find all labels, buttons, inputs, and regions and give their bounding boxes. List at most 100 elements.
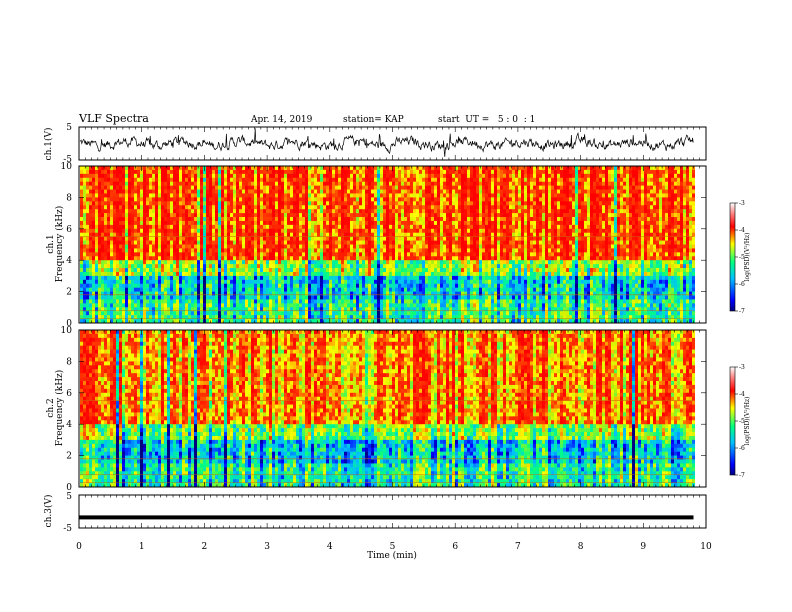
spectrogram-cell [344,201,347,206]
spectrogram-cell [275,307,278,312]
spectrogram-cell [188,177,191,182]
spectrogram-cell [413,244,416,249]
spectrogram-cell [230,271,233,277]
spectrogram-cell [347,299,350,304]
spectrogram-cell [404,240,407,245]
spectrogram-cell [128,248,131,253]
spectrogram-cell [347,173,350,179]
spectrogram-cell [161,295,164,300]
spectrogram-cell [395,311,398,316]
spectrogram-cell [329,240,332,245]
spectrogram-cell [416,275,419,281]
spectrogram-cell [158,201,161,206]
spectrogram-cell [242,315,245,320]
spectrogram-cell [380,248,383,253]
spectrogram-cell [203,311,206,316]
spectrogram-cell [401,177,404,182]
spectrogram-cell [242,256,245,261]
spectrogram-cell [425,303,428,308]
spectrogram-cell [254,299,257,304]
spectrogram-cell [164,240,167,245]
spectrogram-cell [308,256,311,261]
spectrogram-cell [263,248,266,253]
spectrogram-cell [107,307,110,312]
spectrogram-cell [251,240,254,245]
spectrogram-cell [146,177,149,182]
spectrogram-cell [200,279,203,285]
spectrogram-cell [245,169,248,175]
spectrogram-cell [275,248,278,253]
spectrogram-cell [419,181,422,186]
spectrogram-cell [86,213,89,218]
spectrogram-cell [116,244,119,249]
spectrogram-cell [275,252,278,257]
spectrogram-cell [155,268,158,273]
spectrogram-cell [89,236,92,241]
spectrogram-cell [251,181,254,186]
spectrogram-cell [239,232,242,237]
spectrogram-cell [80,291,83,296]
spectrogram-cell [332,185,335,190]
spectrogram-cell [116,220,119,226]
spectrogram-cell [434,236,437,241]
spectrogram-cell [230,307,233,312]
spectrogram-cell [257,220,260,226]
spectrogram-cell [278,173,281,179]
spectrogram-cell [209,201,212,206]
spectrogram-cell [413,268,416,273]
spectrogram-cell [86,220,89,226]
spectrogram-cell [167,279,170,285]
spectrogram-cell [206,169,209,175]
spectrogram-cell [134,252,137,257]
spectrogram-cell [230,177,233,182]
spectrogram-cell [317,311,320,316]
spectrogram-cell [341,315,344,320]
spectrogram-cell [311,287,314,292]
spectrogram-cell [401,228,404,234]
spectrogram-cell [407,193,410,198]
spectrogram-cell [341,244,344,249]
spectrogram-cell [287,315,290,320]
spectrogram-cell [179,303,182,308]
spectrogram-cell [356,197,359,202]
spectrogram-cell [269,220,272,226]
spectrogram-cell [206,220,209,226]
spectrogram-cell [194,252,197,257]
spectrogram-cell [248,275,251,281]
spectrogram-cell [176,173,179,179]
spectrogram-cell [311,209,314,214]
spectrogram-cell [95,201,98,206]
spectrogram-cell [146,287,149,292]
spectrogram-cell [89,299,92,304]
spectrogram-cell [182,303,185,308]
spectrogram-cell [170,268,173,273]
spectrogram-cell [185,244,188,249]
spectrogram-cell [113,193,116,198]
spectrogram-cell [269,193,272,198]
spectrogram-cell [248,236,251,241]
spectrogram-cell [299,307,302,312]
spectrogram-cell [389,220,392,226]
spectrogram-cell [236,224,239,230]
spectrogram-cell [392,228,395,234]
spectrogram-cell [137,166,140,171]
spectrogram-cell [359,209,362,214]
spectrogram-cell [407,169,410,175]
spectrogram-cell [248,232,251,237]
spectrogram-cell [437,256,440,261]
spectrogram-cell [89,213,92,218]
spectrogram-cell [152,283,155,288]
spectrogram-cell [341,236,344,241]
spectrogram-cell [137,232,140,237]
spectrogram-cell [92,295,95,300]
spectrogram-cell [227,236,230,241]
spectrogram-cell [236,295,239,300]
spectrogram-cell [332,205,335,210]
spectrogram-cell [305,264,308,269]
spectrogram-cell [287,236,290,241]
spectrogram-cell [350,299,353,304]
spectrogram-cell [101,256,104,261]
spectrogram-cell [320,268,323,273]
spectrogram-cell [338,240,341,245]
spectrogram-cell [287,268,290,273]
